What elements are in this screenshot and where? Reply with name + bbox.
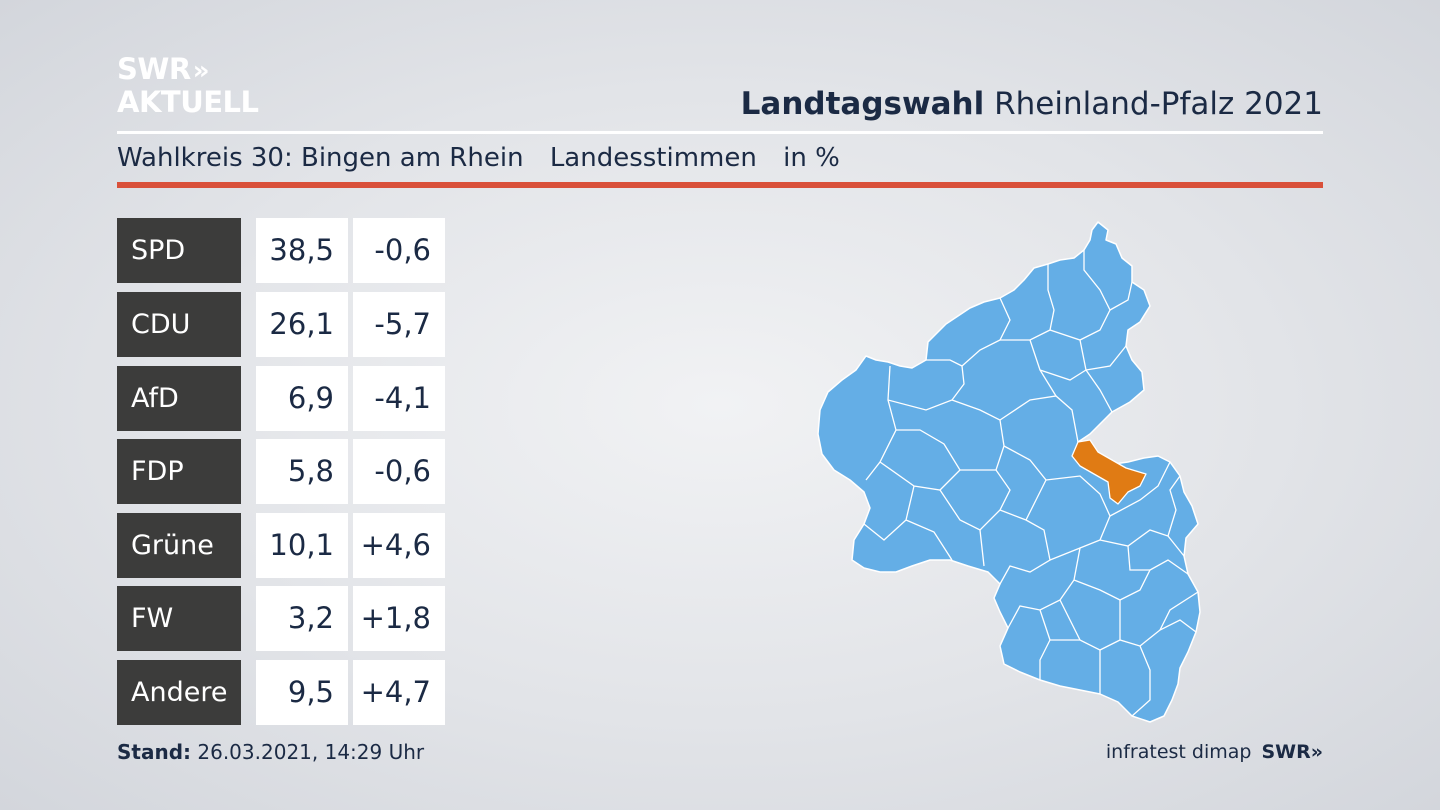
source-credit: infratest dimap SWR» bbox=[1106, 741, 1323, 763]
party-label: FW bbox=[117, 586, 241, 651]
timestamp: Stand: 26.03.2021, 14:29 Uhr bbox=[117, 740, 424, 764]
vote-type-label: Landesstimmen bbox=[549, 143, 757, 173]
unit-label: in % bbox=[783, 143, 840, 173]
party-change: -0,6 bbox=[353, 218, 445, 283]
logo-line1: SWR bbox=[117, 52, 191, 86]
title-bold: Landtagswahl bbox=[740, 86, 985, 122]
party-value: 10,1 bbox=[256, 513, 348, 578]
party-label: AfD bbox=[117, 366, 241, 431]
title-rest: Rheinland-Pfalz 2021 bbox=[994, 86, 1323, 122]
accent-divider bbox=[117, 182, 1323, 188]
party-value: 38,5 bbox=[256, 218, 348, 283]
stand-label: Stand: bbox=[117, 740, 192, 764]
state-shape bbox=[817, 221, 1201, 723]
party-label: Grüne bbox=[117, 513, 241, 578]
party-label: CDU bbox=[117, 292, 241, 357]
party-label: FDP bbox=[117, 439, 241, 504]
party-value: 3,2 bbox=[256, 586, 348, 651]
district-label: Wahlkreis 30: Bingen am Rhein bbox=[117, 143, 524, 173]
logo-line2: AKTUELL bbox=[117, 85, 259, 119]
header-divider bbox=[117, 131, 1323, 134]
highlighted-district-bingen bbox=[1071, 439, 1147, 505]
party-label: Andere bbox=[117, 660, 241, 725]
party-value: 9,5 bbox=[256, 660, 348, 725]
district-borders bbox=[863, 250, 1199, 717]
party-value: 6,9 bbox=[256, 366, 348, 431]
party-change: -0,6 bbox=[353, 439, 445, 504]
party-change: -5,7 bbox=[353, 292, 445, 357]
swr-aktuell-logo: SWR» AKTUELL bbox=[117, 54, 259, 118]
party-change: +1,8 bbox=[353, 586, 445, 651]
party-change: -4,1 bbox=[353, 366, 445, 431]
party-label: SPD bbox=[117, 218, 241, 283]
page-title: Landtagswahl Rheinland-Pfalz 2021 bbox=[741, 86, 1323, 122]
party-change: +4,7 bbox=[353, 660, 445, 725]
logo-arrows-icon: » bbox=[192, 56, 210, 86]
party-change: +4,6 bbox=[353, 513, 445, 578]
party-value: 26,1 bbox=[256, 292, 348, 357]
swr-logo: SWR» bbox=[1261, 741, 1323, 763]
rheinland-pfalz-map-icon bbox=[817, 221, 1201, 723]
pollster-label: infratest dimap bbox=[1105, 741, 1252, 763]
stand-value: 26.03.2021, 14:29 Uhr bbox=[197, 740, 425, 764]
party-value: 5,8 bbox=[256, 439, 348, 504]
subtitle: Wahlkreis 30: Bingen am Rhein Landesstim… bbox=[117, 143, 858, 173]
